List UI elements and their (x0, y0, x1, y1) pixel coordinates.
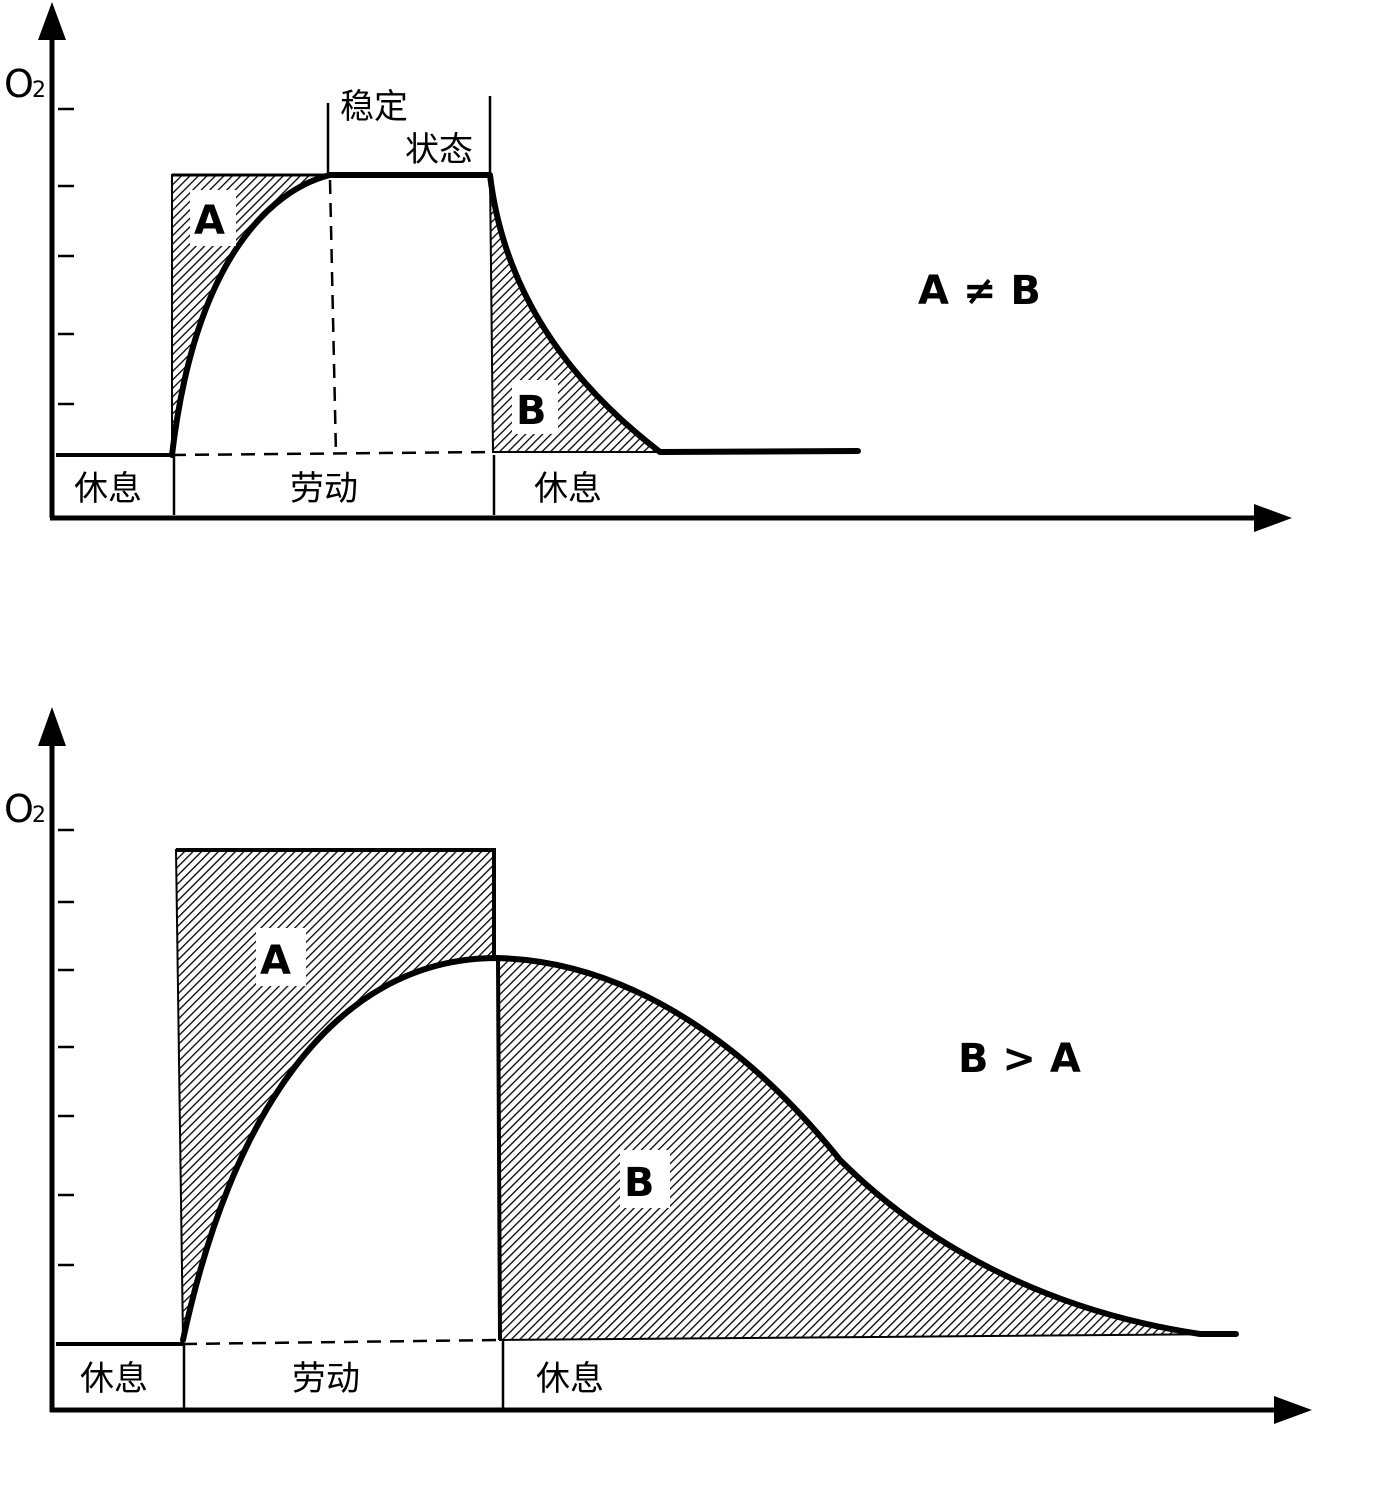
top-seg-rest2: 休息 (534, 469, 602, 509)
top-area-a-tag (190, 190, 236, 246)
top-o2-curve (169, 172, 861, 458)
bottom-o2-curve (180, 955, 1239, 1343)
bottom-y-ticks (58, 828, 74, 1267)
bottom-baseline-dashed (182, 1338, 501, 1346)
top-steady-line1: 稳定 (340, 87, 408, 127)
bottom-area-b-tag (620, 1150, 670, 1208)
top-y-arrow (38, 2, 66, 40)
top-area-a-label: A (194, 198, 225, 244)
top-diagram: O 2 稳定 状态 A B A ≠ B 休息 劳动 休息 (4, 2, 1292, 532)
top-baseline-dashed (171, 450, 494, 457)
bottom-y-label: O (4, 787, 34, 831)
bottom-y-arrow (38, 707, 66, 746)
bottom-area-b (496, 956, 1237, 1342)
top-y-ticks (58, 107, 74, 406)
top-relation: A ≠ B (918, 268, 1041, 314)
bottom-area-a (174, 849, 495, 1341)
bottom-demand-outline (176, 848, 502, 1341)
bottom-relation: B > A (958, 1036, 1081, 1082)
top-steady-line2: 状态 (405, 130, 473, 170)
bottom-seg-rest2: 休息 (536, 1359, 604, 1399)
bottom-area-a-label: A (260, 938, 291, 984)
bottom-diagram: O 2 A B B > A 休息 劳动 休息 (4, 707, 1312, 1424)
bottom-area-b-label: B (624, 1160, 655, 1206)
bottom-seg-work: 劳动 (292, 1359, 360, 1399)
bottom-seg-rest1: 休息 (80, 1359, 148, 1399)
bottom-x-arrow (1274, 1396, 1312, 1424)
top-seg-rest1: 休息 (74, 469, 142, 509)
top-area-b-tag (512, 380, 558, 434)
bottom-area-a-tag (256, 928, 306, 986)
top-x-arrow (1254, 504, 1292, 532)
top-y-label-sub: 2 (32, 78, 46, 103)
top-y-label: O (4, 62, 34, 106)
bottom-y-label-sub: 2 (32, 803, 46, 828)
top-area-b-label: B (516, 388, 547, 434)
top-steady-dashed (328, 179, 338, 456)
top-seg-work: 劳动 (290, 469, 358, 509)
